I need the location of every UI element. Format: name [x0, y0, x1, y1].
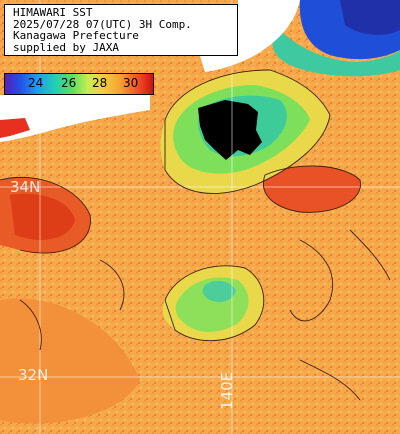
scale-tick-30: 30	[123, 76, 139, 90]
warm-area-west-core	[10, 193, 75, 240]
scale-tick-26: 26	[61, 76, 77, 90]
isotherm-contours	[0, 69, 391, 401]
warm-area-east	[263, 165, 361, 213]
header-product: HIMAWARI SST	[13, 6, 93, 19]
land-mass-north	[200, 0, 300, 72]
header-info-box: HIMAWARI SST 2025/07/28 07(UTC) 3H Comp.…	[4, 4, 238, 56]
warm-area-south	[0, 298, 140, 424]
latitude-label-34n: 34N	[10, 178, 41, 196]
color-scale: 24 26 28 30	[4, 73, 154, 95]
longitude-label-140e: 140E	[218, 371, 236, 410]
cool-water-northeast-edge	[272, 30, 400, 77]
latitude-label-32n: 32N	[18, 366, 49, 384]
header-source: supplied by JAXA	[13, 40, 119, 54]
color-scale-bar	[4, 73, 154, 95]
scale-tick-28: 28	[92, 76, 108, 90]
no-data-region	[198, 100, 262, 160]
island-small	[0, 118, 30, 138]
cooler-water-south	[202, 280, 236, 302]
scale-tick-24: 24	[28, 76, 44, 90]
header-provider: Kanagawa Prefecture	[13, 29, 139, 42]
land-mass-west	[0, 95, 150, 142]
cold-water-northeast-inner	[340, 0, 400, 35]
header-timestamp: 2025/07/28 07(UTC) 3H Comp.	[13, 17, 192, 31]
